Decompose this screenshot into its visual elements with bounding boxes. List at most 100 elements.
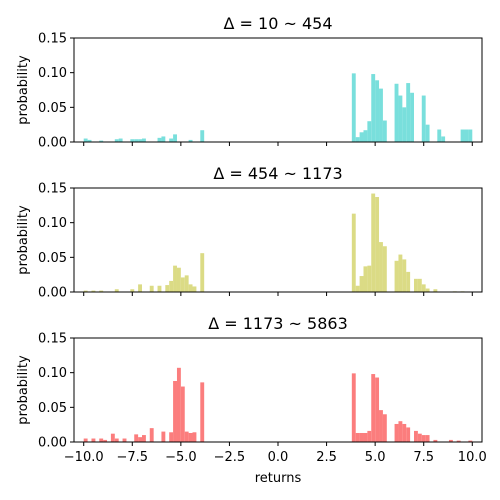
histogram-bar (375, 80, 380, 142)
histogram-bar (142, 435, 146, 442)
histogram-bar (169, 280, 174, 292)
histogram-bar (87, 139, 92, 142)
histogram-bar (188, 284, 193, 292)
histogram-bar (114, 289, 119, 292)
histogram-bar (382, 246, 387, 292)
x-tick-label: 5.0 (365, 450, 386, 465)
histogram-bar (468, 440, 473, 442)
histogram-bar (425, 288, 430, 292)
histogram-bar (398, 254, 403, 292)
plot-frame (73, 37, 483, 143)
histogram-bar (379, 242, 383, 292)
histogram-bar (176, 367, 181, 442)
histogram-bar (99, 438, 104, 442)
plot-frame (73, 187, 483, 293)
panel-title: Δ = 10 ~ 454 (224, 14, 333, 33)
histogram-bar (184, 431, 189, 442)
x-axis-label: returns (255, 471, 302, 486)
histogram-bar (351, 73, 356, 142)
histogram-bar (99, 290, 104, 292)
histogram-bar (114, 139, 119, 142)
histogram-bar (130, 289, 135, 292)
y-tick-label: 0.10 (38, 366, 67, 381)
panel-title: Δ = 454 ~ 1173 (213, 164, 342, 183)
y-tick-label: 0.10 (38, 66, 67, 81)
y-axis-label: probability (16, 355, 31, 425)
histogram-bar (91, 290, 96, 292)
histogram-bar (83, 290, 88, 292)
histogram-bar (99, 140, 104, 142)
panel-title: Δ = 1173 ~ 5863 (208, 314, 348, 333)
histogram-bar (192, 286, 197, 292)
y-tick-label: 0.00 (38, 286, 67, 301)
histogram-bar (169, 138, 174, 142)
histogram-bar (406, 271, 411, 292)
histogram-bar (394, 423, 399, 442)
histogram-bar (379, 88, 383, 142)
histogram-bar (200, 130, 205, 142)
histogram-bar (355, 137, 360, 142)
histogram-bar (157, 285, 162, 292)
panel-1: Δ = 10 ~ 454 0.00 0.05 0.10 0.15 probability (16, 14, 483, 151)
histogram-bar (355, 432, 360, 442)
histogram-bar (192, 432, 197, 442)
histogram-bar (351, 373, 356, 442)
x-tick-label: −10.0 (64, 450, 104, 465)
histogram-bar (200, 253, 205, 292)
histogram-bar (398, 421, 403, 442)
y-tick-label: 0.00 (38, 436, 67, 451)
histogram-bar (142, 138, 146, 142)
y-tick-label: 0.15 (38, 32, 67, 47)
histogram-bar (460, 129, 465, 142)
histogram-bar (437, 129, 442, 142)
histogram-bar (173, 265, 177, 292)
y-tick-label: 0.15 (38, 182, 67, 197)
histogram-bar (371, 374, 376, 442)
histogram-bar (188, 432, 193, 442)
histogram-bar (359, 432, 364, 442)
histogram-bar (161, 136, 166, 142)
histogram-bar (83, 438, 88, 442)
histogram-bar (173, 380, 177, 442)
plot-frame (73, 337, 483, 443)
x-tick-label: 2.5 (316, 450, 337, 465)
histogram-bar (402, 107, 407, 142)
histogram-bar (375, 377, 380, 442)
histogram-bar (200, 382, 205, 442)
histogram-bar (367, 121, 372, 142)
histogram-bar (91, 438, 96, 442)
histogram-bar (173, 134, 177, 142)
histogram-bar (448, 439, 453, 442)
histogram-bar (414, 430, 418, 442)
histogram-bar (398, 95, 403, 142)
histogram-bar (110, 433, 115, 442)
histogram-bar (406, 83, 411, 142)
panel-2: Δ = 454 ~ 1173 0.00 0.05 0.10 0.15 probabilit… (16, 164, 483, 301)
histogram-bar (421, 284, 426, 292)
histogram-bar (379, 410, 383, 442)
histogram-bar (138, 284, 142, 292)
histogram-bar (433, 289, 438, 292)
histogram-bar (375, 197, 380, 292)
histogram-bar (402, 423, 407, 442)
histogram-bar (433, 439, 438, 442)
histogram-bar (149, 285, 154, 292)
y-axis-label: probability (16, 205, 31, 275)
histogram-bar (441, 136, 446, 142)
histogram-bar (351, 213, 356, 292)
y-tick-label: 0.10 (38, 216, 67, 231)
histogram-bar (114, 438, 119, 442)
histogram-bar (417, 278, 422, 292)
histogram-bar (122, 438, 127, 442)
histogram-bar (118, 138, 123, 142)
y-tick-label: 0.05 (38, 251, 67, 266)
y-tick-label: 0.05 (38, 101, 67, 116)
y-tick-label: 0.15 (38, 332, 67, 347)
histogram-bar (130, 139, 135, 142)
histogram-bar (176, 267, 181, 292)
histogram-bar (371, 193, 376, 292)
histogram-bar (421, 435, 426, 442)
x-tick-label: 10.0 (458, 450, 487, 465)
histogram-bar (367, 430, 372, 442)
histogram-bar (425, 435, 430, 442)
